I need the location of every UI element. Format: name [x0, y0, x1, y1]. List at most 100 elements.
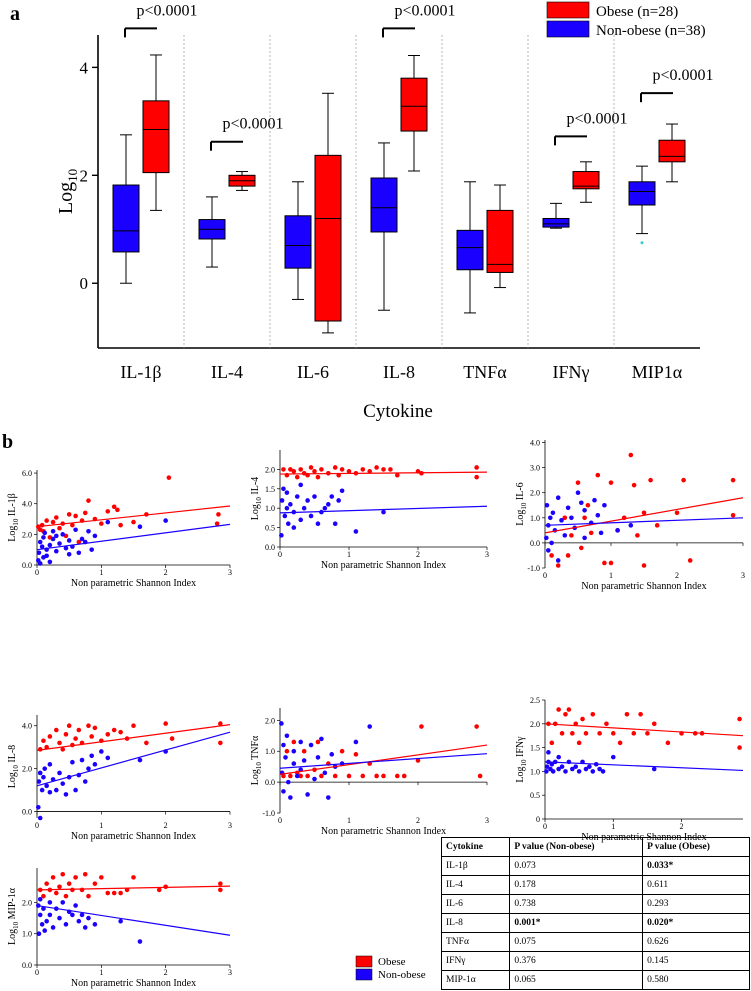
scatter-x-tick-label: 1 — [347, 816, 351, 825]
scatter-point-non-obese — [42, 766, 48, 771]
scatter-point-non-obese — [70, 912, 75, 918]
scatter-point-obese — [44, 744, 49, 750]
table-cell-cytokine: IL-6 — [440, 894, 511, 914]
scatter-y-tick-label: 1.0 — [530, 767, 540, 776]
table-row: MIP-1α 0.065 0.580 — [440, 970, 750, 990]
scatter-point-obese — [580, 716, 585, 722]
scatter-x-tick-label: 2 — [164, 821, 168, 830]
scatter-y-axis-label-cytokine: TNFα — [250, 735, 261, 762]
scatter-point-obese — [665, 740, 671, 746]
scatter-point-obese — [76, 727, 82, 733]
scatter-point-non-obese — [279, 533, 284, 538]
legend-b-obese-swatch — [355, 955, 373, 968]
scatter-point-non-obese — [579, 500, 584, 506]
scatter-y-tick-label: 0.0 — [22, 961, 32, 970]
scatter-point-obese — [631, 731, 637, 736]
scatter-point-non-obese — [598, 530, 604, 536]
scatter-x-axis-label: Non parametric Shannon Index — [321, 826, 446, 837]
scatter-point-obese — [576, 740, 582, 746]
scatter-point-obese — [562, 515, 568, 521]
regression-line-non-obese — [36, 904, 231, 936]
scatter-point-obese — [54, 890, 59, 896]
scatter-point-obese — [50, 875, 56, 880]
table-cell-non-obese: 0.738 — [509, 894, 644, 914]
scatter-y-axis-label: Log10 IL-6 — [515, 482, 528, 525]
scatter-x-tick-label: 1 — [99, 968, 103, 977]
scatter-point-obese — [166, 475, 172, 480]
scatter-point-obese — [602, 560, 607, 566]
scatter-y-axis-label: Log10 TNFα — [250, 735, 263, 785]
scatter-point-obese — [131, 875, 136, 880]
scatter-point-obese — [44, 881, 49, 886]
scatter-point-obese — [549, 553, 554, 558]
scatter-point-obese — [308, 465, 314, 470]
scatter-point-obese — [298, 467, 304, 472]
scatter-y-axis-label: Log10 IL-4 — [250, 477, 263, 520]
scatter-point-obese — [339, 467, 345, 472]
table-header-row: Cytokine P value (Non-obese) P value (Ob… — [440, 837, 750, 857]
scatter-point-non-obese — [555, 495, 561, 501]
scatter-x-axis-label: Non parametric Shannon Index — [71, 578, 196, 589]
scatter-point-non-obese — [291, 748, 297, 754]
box-y-axis-label-subscript: 10 — [65, 169, 80, 182]
scatter-point-obese — [559, 731, 565, 736]
box-outlier-point — [640, 241, 644, 245]
table-cell-obese: 0.580 — [642, 970, 750, 990]
scatter-point-non-obese — [63, 922, 69, 927]
box-iqr-rect — [572, 171, 600, 190]
scatter-point-obese — [367, 469, 373, 474]
scatter-point-non-obese — [319, 736, 324, 742]
scatter-y-tick-label: 1.5 — [530, 744, 540, 753]
scatter-point-obese — [54, 727, 59, 733]
scatter-y-axis-label-subscript: 10 — [255, 762, 263, 770]
scatter-point-non-obese — [42, 530, 48, 536]
box-iqr-rect — [486, 209, 514, 273]
scatter-point-non-obese — [569, 515, 574, 521]
scatter-point-obese — [583, 731, 589, 736]
scatter-point-non-obese — [76, 918, 82, 924]
scatter-point-obese — [315, 474, 321, 480]
scatter-point-non-obese — [82, 779, 88, 784]
scatter-y-tick-label: 0.0 — [22, 561, 32, 570]
table-row: IL-4 0.178 0.611 — [440, 875, 750, 895]
scatter-point-non-obese — [546, 548, 551, 553]
scatter-y-tick-label: 0.0 — [265, 778, 275, 787]
regression-line-obese — [36, 505, 231, 528]
scatter-point-obese — [641, 563, 647, 568]
box-y-axis-label: Log10 — [55, 169, 80, 214]
scatter-point-non-obese — [37, 539, 43, 545]
scatter-y-tick-label: 4.0 — [22, 500, 32, 509]
scatter-x-axis-label: Non parametric Shannon Index — [321, 560, 446, 571]
scatter-point-non-obese — [63, 792, 69, 797]
p-value-table-container: Cytokine P value (Non-obese) P value (Ob… — [440, 837, 750, 990]
scatter-x-tick-label: 1 — [609, 571, 613, 580]
scatter-point-non-obese — [544, 764, 550, 769]
scatter-point-non-obese — [281, 789, 286, 794]
scatter-point-non-obese — [549, 761, 555, 767]
panel-b-label: b — [2, 431, 13, 453]
legend-non-obese-swatch — [546, 20, 590, 38]
scatter-point-obese — [645, 731, 650, 736]
scatter-point-obese — [549, 740, 555, 746]
table-cell-cytokine: TNFα — [440, 932, 511, 952]
scatter-y-tick-label: 1.0 — [265, 504, 275, 513]
significance-label: p<0.0001 — [222, 116, 283, 133]
scatter-point-obese — [651, 721, 657, 727]
scatter-y-tick-label: 6.0 — [22, 469, 32, 478]
scatter-point-obese — [674, 510, 680, 516]
scatter-point-obese — [575, 480, 581, 485]
scatter-point-obese — [218, 740, 223, 746]
scatter-point-non-obese — [559, 764, 565, 769]
scatter-point-non-obese — [70, 759, 75, 765]
scatter-point-non-obese — [76, 550, 82, 556]
box-iqr-rect — [658, 139, 686, 163]
box-category-label: MIP1α — [632, 362, 683, 382]
scatter-point-obese — [301, 748, 307, 754]
scatter-point-non-obese — [576, 769, 582, 774]
box-iqr-rect — [456, 229, 484, 271]
scatter-point-non-obese — [41, 906, 46, 911]
legend-obese-label: Obese (n=28) — [596, 4, 678, 20]
scatter-x-tick-label: 0 — [35, 821, 39, 830]
scatter-y-axis-label-subscript: 10 — [12, 765, 20, 773]
table-cell-cytokine: IFNγ — [440, 951, 511, 971]
